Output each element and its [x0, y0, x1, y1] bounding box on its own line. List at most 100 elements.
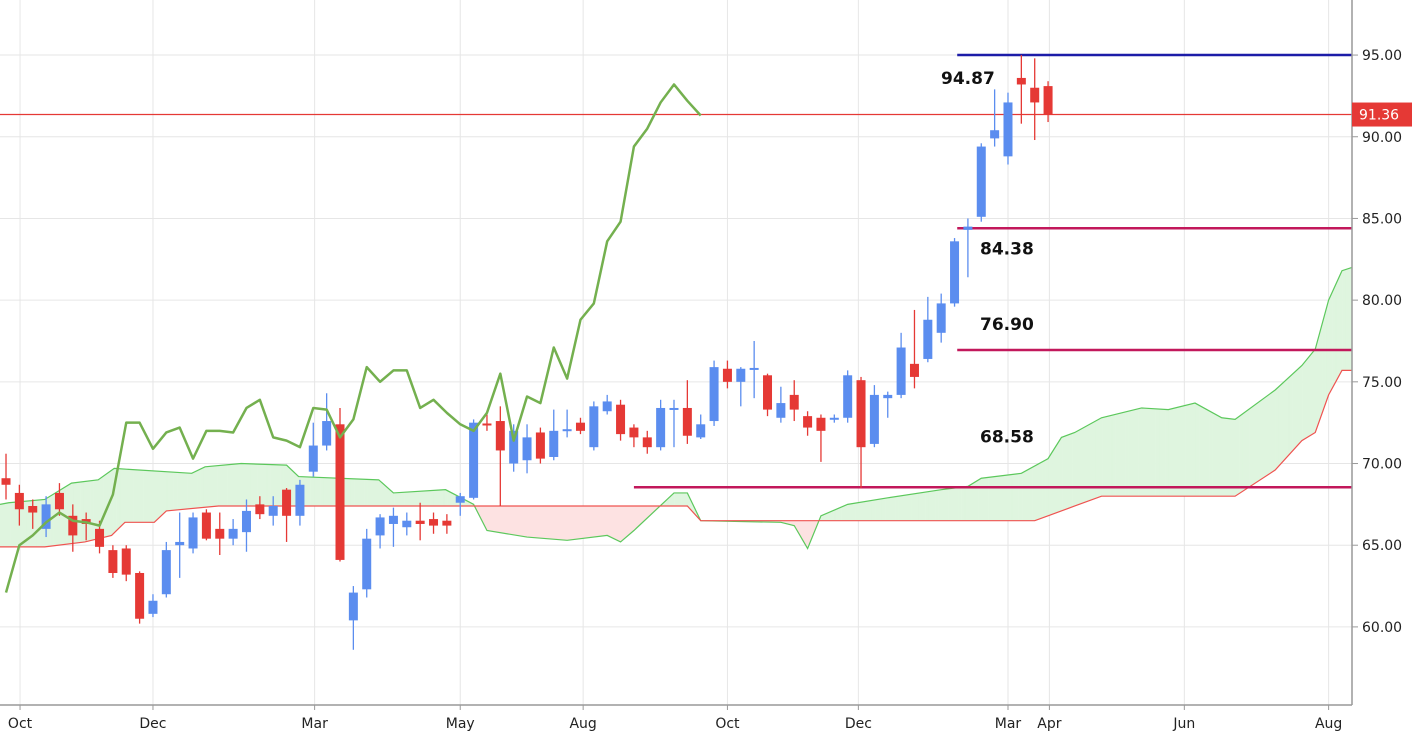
x-tick-label: Jun — [1172, 716, 1195, 732]
cloud-segment — [931, 490, 936, 521]
cloud-segment — [160, 471, 164, 518]
level-label-fib-1: 84.38 — [980, 240, 1034, 260]
cloud-segment — [841, 505, 846, 521]
candle-body — [522, 437, 532, 461]
candle-body — [135, 572, 145, 619]
candle-body — [963, 226, 973, 230]
candle-body — [950, 241, 960, 304]
cloud-segment — [978, 477, 983, 521]
cloud-segment — [143, 470, 148, 523]
cloud-segment — [951, 487, 956, 521]
cloud-segment — [1001, 475, 1006, 521]
cloud-segment — [861, 501, 866, 521]
candle-body — [402, 520, 412, 528]
cloud-segment — [954, 487, 959, 521]
cloud-segment — [323, 477, 328, 507]
candle-body — [923, 319, 933, 359]
candle-body — [682, 407, 692, 436]
cloud-segment — [1332, 283, 1337, 388]
cloud-segment — [1182, 405, 1186, 497]
cloud-segment — [938, 489, 943, 521]
cloud-segment — [1068, 433, 1073, 509]
cloud-segment — [1175, 406, 1180, 497]
cloud-segment — [420, 490, 425, 507]
y-tick-label: 75.00 — [1362, 375, 1402, 391]
cloud-segment — [838, 506, 842, 521]
cloud-segment — [550, 505, 555, 540]
cloud-segment — [223, 464, 228, 507]
candle-body — [843, 375, 853, 418]
candle-body — [549, 430, 559, 457]
cloud-segment — [587, 505, 592, 539]
cloud-segment — [377, 479, 382, 507]
cloud-segment — [844, 503, 849, 521]
cloud-segment — [1145, 407, 1150, 497]
candle-body — [241, 510, 251, 533]
x-tick-label: Dec — [845, 716, 872, 732]
cloud-segment — [190, 472, 194, 509]
cloud-segment — [6, 502, 11, 548]
cloud-segment — [250, 463, 255, 507]
cloud-segment — [868, 500, 872, 521]
cloud-segment — [317, 477, 321, 507]
cloud-segment — [1305, 355, 1310, 439]
cloud-segment — [119, 468, 124, 528]
cloud-segment — [530, 505, 535, 538]
cloud-segment — [985, 477, 989, 521]
cloud-segment — [494, 505, 498, 533]
ichimoku-cloud — [0, 267, 1353, 548]
cloud-segment — [964, 485, 969, 521]
y-tick-label: 95.00 — [1362, 48, 1402, 64]
cloud-segment — [1268, 391, 1273, 475]
cloud-segment — [1298, 364, 1303, 445]
cloud-segment — [988, 476, 993, 521]
candles — [1, 55, 1053, 650]
cloud-segment — [1005, 474, 1009, 521]
cloud-segment — [524, 505, 528, 538]
cloud-segment — [1238, 413, 1243, 495]
cloud-segment — [1345, 267, 1350, 371]
cloud-segment — [674, 492, 679, 507]
span-b-line — [0, 369, 1352, 548]
cloud-segment — [681, 492, 685, 507]
cloud-segment — [507, 505, 512, 535]
cloud-segment — [1202, 406, 1206, 497]
cloud-segment — [514, 505, 518, 536]
cloud-segment — [3, 502, 7, 548]
cloud-segment — [103, 473, 108, 538]
cloud-segment — [1115, 413, 1120, 497]
cloud-segment — [1061, 435, 1066, 512]
candle-body — [348, 592, 358, 621]
candle-body — [829, 417, 839, 420]
cloud-segment — [590, 505, 595, 538]
y-tick-label: 70.00 — [1362, 457, 1402, 473]
cloud-segment — [520, 505, 525, 537]
cloud-segment — [1275, 385, 1280, 470]
x-tick-label: Aug — [569, 716, 596, 732]
candle-body — [148, 600, 158, 614]
cloud-segment — [570, 505, 575, 541]
cloud-segment — [9, 502, 14, 548]
cloud-segment — [918, 492, 923, 521]
candle-body — [482, 423, 492, 426]
candle-body — [469, 422, 479, 498]
cloud-segment — [968, 483, 973, 521]
cloud-segment — [1265, 393, 1270, 477]
cloud-segment — [0, 503, 4, 548]
cloud-segment — [1055, 440, 1060, 514]
cloud-segment — [901, 494, 906, 521]
candle-body — [161, 550, 171, 595]
cloud-segment — [1218, 415, 1223, 497]
cloud-segment — [1339, 270, 1343, 377]
lagging-span-line — [4, 83, 702, 593]
cloud-segment — [1295, 367, 1300, 448]
candle-body — [495, 421, 505, 451]
cloud-segment — [1105, 415, 1110, 497]
cloud-segment — [1065, 434, 1070, 510]
cloud-segment — [216, 465, 221, 507]
cloud-segment — [904, 494, 909, 521]
cloud-segment — [310, 476, 315, 507]
cloud-segment — [1101, 416, 1106, 497]
